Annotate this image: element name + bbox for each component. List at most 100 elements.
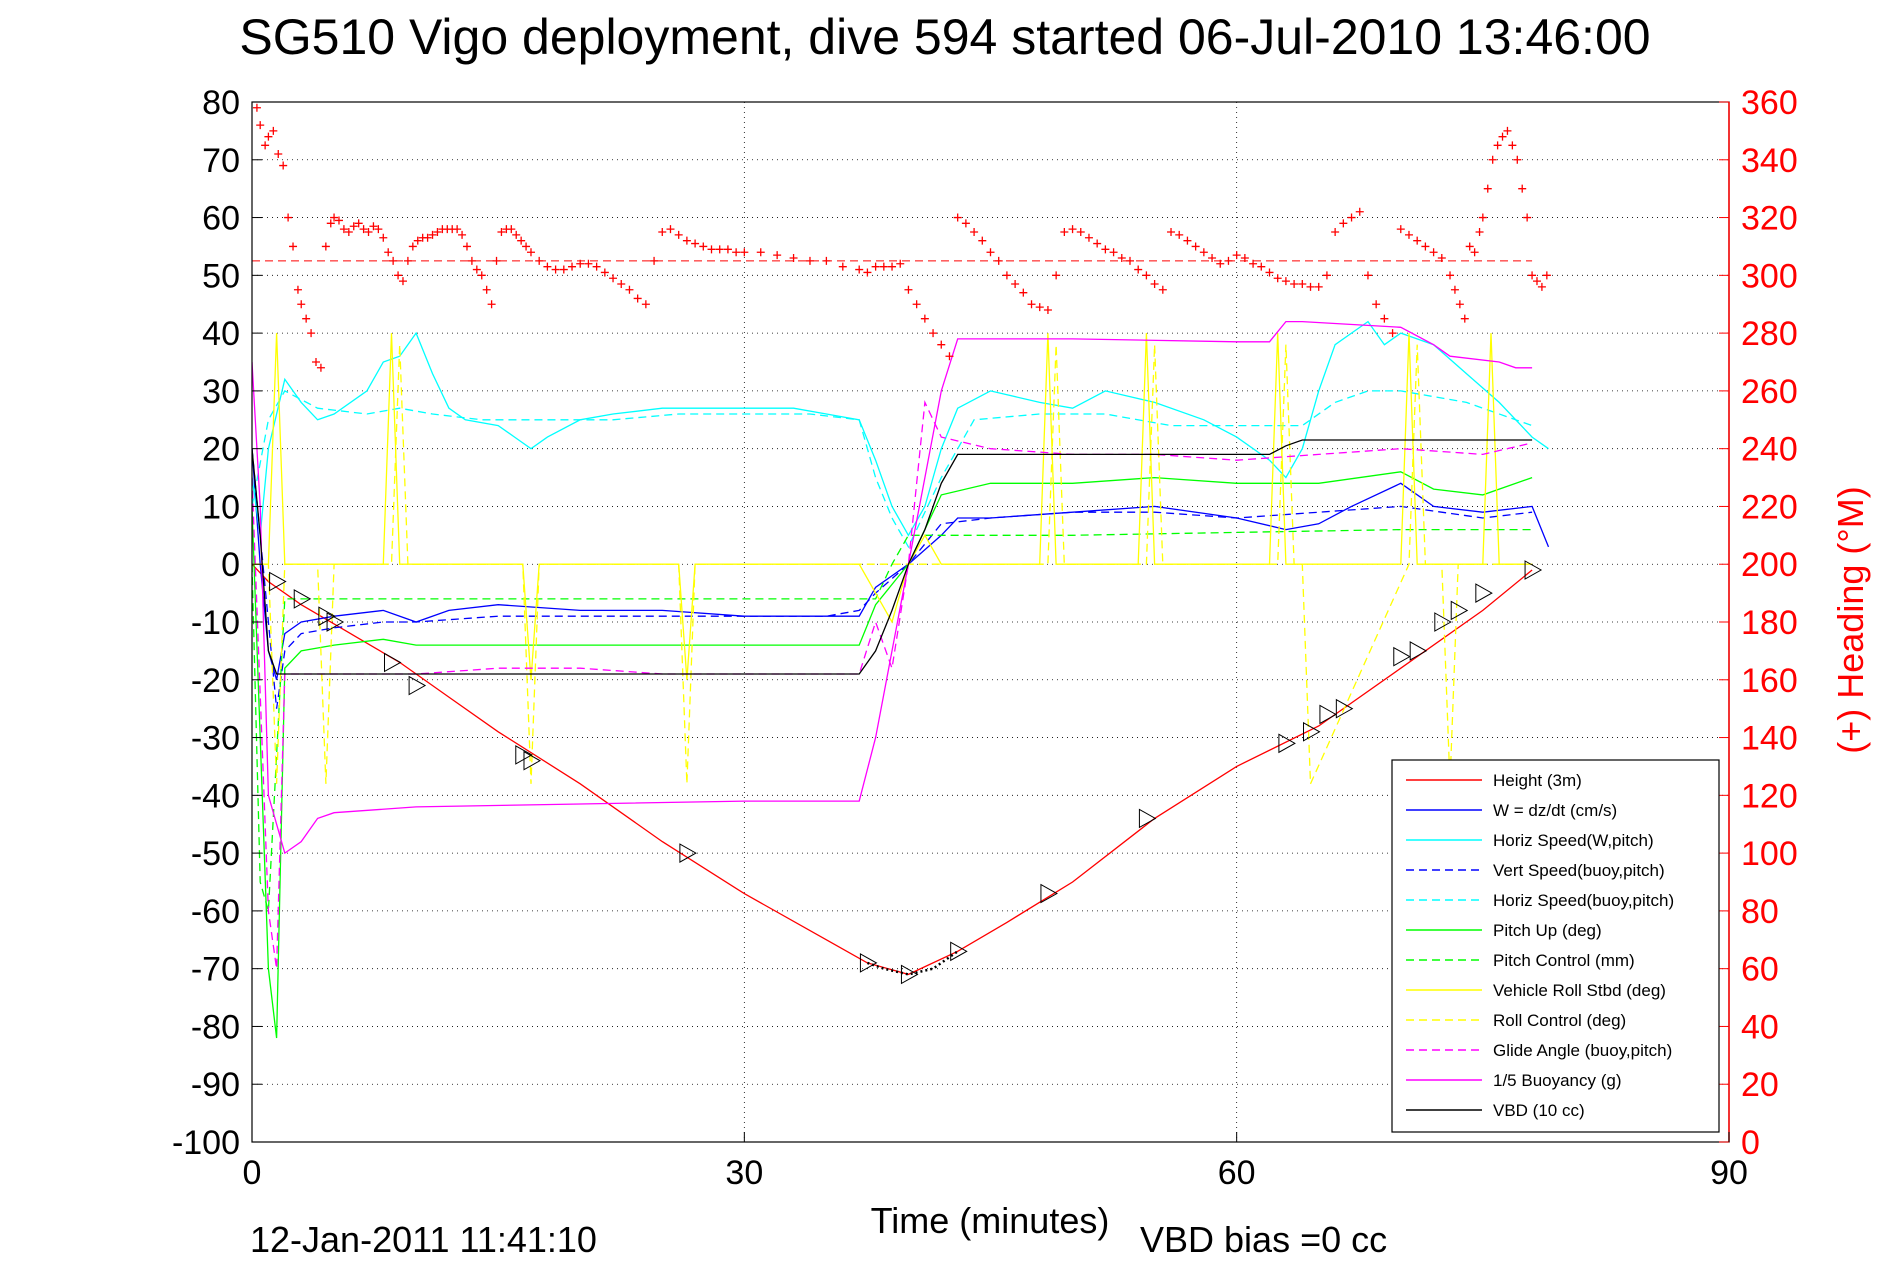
heading-point — [1240, 254, 1249, 262]
series-line — [252, 528, 1533, 912]
heading-point — [433, 228, 442, 236]
heading-point — [888, 262, 897, 271]
series-line — [252, 448, 1533, 709]
height-marker — [1303, 721, 1321, 742]
heading-point — [1523, 213, 1532, 222]
height-marker — [326, 612, 345, 632]
heading-point — [551, 265, 560, 274]
chart-title: SG510 Vigo deployment, dive 594 started … — [239, 9, 1650, 65]
y-tick-label: 40 — [202, 315, 240, 353]
heading-point — [929, 329, 938, 338]
heading-point — [1298, 280, 1307, 288]
heading-point — [633, 294, 642, 303]
footer-timestamp: 12-Jan-2011 11:41:10 — [250, 1219, 597, 1260]
heading-point — [369, 222, 378, 231]
height-marker — [1040, 883, 1058, 904]
height-marker — [1319, 704, 1337, 725]
heading-point — [1134, 265, 1143, 274]
legend-label: W = dz/dt (cm/s) — [1493, 801, 1617, 820]
heading-point — [389, 256, 398, 265]
heading-point — [344, 228, 353, 236]
heading-point — [398, 277, 407, 286]
heading-point — [543, 262, 552, 271]
series-line — [252, 320, 1549, 537]
y-right-tick-label: 340 — [1741, 142, 1798, 180]
heading-point — [970, 228, 979, 236]
heading-point — [904, 285, 913, 294]
height-marker — [679, 843, 697, 863]
y-right-tick-label: 20 — [1741, 1066, 1779, 1104]
heading-point — [723, 245, 732, 254]
y-tick-label: 30 — [202, 373, 240, 411]
legend-box — [1391, 759, 1720, 1133]
heading-point — [364, 228, 373, 236]
heading-point — [321, 242, 330, 251]
heading-point — [568, 262, 577, 271]
heading-point — [458, 230, 467, 239]
heading-point — [462, 242, 471, 251]
legend: Height (3m) W = dz/dt (cm/s) Horiz Speed(W… — [1391, 759, 1720, 1133]
y-tick-label: -40 — [191, 777, 240, 815]
y-tick-label: -60 — [191, 893, 240, 931]
heading-point — [326, 219, 335, 228]
legend-label: VBD (10 cc) — [1493, 1101, 1585, 1120]
height-marker — [293, 589, 312, 609]
y-right-tick-label: 160 — [1741, 662, 1798, 700]
height-marker — [408, 675, 427, 696]
heading-point — [650, 256, 659, 265]
heading-point — [1224, 256, 1233, 265]
heading-point — [394, 271, 403, 280]
heading-point — [349, 222, 358, 231]
x-tick-label: 30 — [725, 1154, 763, 1192]
heading-point — [691, 239, 700, 248]
heading-point — [1052, 271, 1061, 280]
heading-point — [354, 219, 363, 228]
heading-point — [1518, 184, 1527, 193]
y-tick-label: -90 — [191, 1066, 240, 1104]
heading-point — [937, 340, 946, 349]
height-marker — [1524, 560, 1543, 580]
heading-point — [945, 352, 954, 361]
heading-point — [1450, 285, 1459, 294]
legend-label: Horiz Speed(buoy,pitch) — [1493, 891, 1674, 910]
heading-point — [384, 248, 393, 257]
heading-point — [658, 228, 667, 236]
heading-point — [1216, 259, 1225, 268]
legend-label: Height (3m) — [1493, 771, 1582, 790]
heading-point — [1314, 282, 1323, 291]
heading-point — [297, 300, 306, 309]
heading-point — [261, 141, 270, 150]
heading-point — [1537, 282, 1546, 291]
heading-point — [773, 251, 782, 260]
heading-point — [256, 121, 265, 130]
y-right-tick-label: 120 — [1741, 777, 1798, 815]
heading-point — [1498, 132, 1507, 141]
y-tick-label: 80 — [202, 84, 240, 122]
heading-point — [961, 219, 970, 228]
y-tick-label: 50 — [202, 257, 240, 295]
heading-point — [1488, 155, 1497, 164]
y-tick-label: 60 — [202, 200, 240, 238]
heading-point — [1388, 329, 1397, 338]
heading-point — [805, 256, 814, 265]
height-marker — [1138, 808, 1157, 829]
heading-point — [1125, 256, 1134, 265]
heading-point — [699, 242, 708, 251]
heading-point — [269, 126, 278, 135]
heading-point — [302, 314, 311, 323]
legend-label: Horiz Speed(W,pitch) — [1493, 831, 1654, 850]
heading-point — [1093, 239, 1102, 248]
heading-point — [284, 213, 293, 222]
y-right-tick-label: 60 — [1741, 951, 1779, 989]
heading-point — [1363, 271, 1372, 280]
heading-point — [1257, 262, 1266, 271]
heading-point — [482, 285, 491, 294]
heading-point — [289, 242, 298, 251]
heading-point — [1331, 228, 1340, 236]
heading-point — [666, 225, 675, 234]
heading-point — [1339, 219, 1348, 228]
series-line — [252, 320, 1533, 855]
heading-point — [1043, 306, 1052, 314]
heading-point — [707, 245, 716, 254]
y-tick-label: 10 — [202, 488, 240, 526]
